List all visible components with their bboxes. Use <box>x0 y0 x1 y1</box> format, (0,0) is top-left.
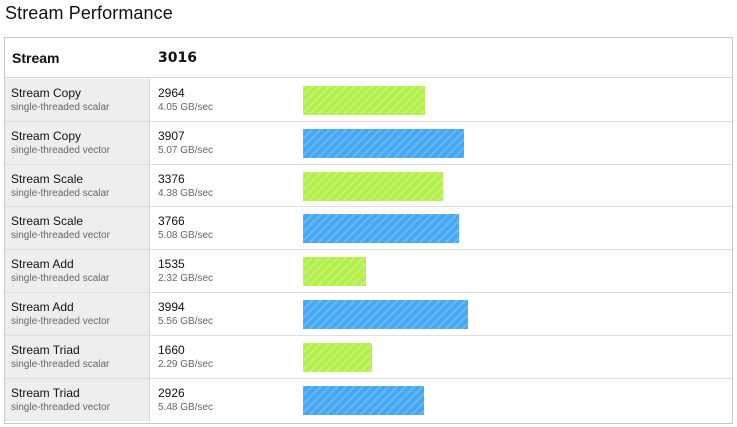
benchmark-name: Stream Scale <box>11 171 84 186</box>
benchmark-label-cell: Stream Scale single-threaded scalar <box>5 164 150 207</box>
score-bar <box>303 257 367 287</box>
benchmark-rate: 5.07 GB/sec <box>158 144 214 156</box>
benchmark-rate: 4.38 GB/sec <box>158 187 214 199</box>
benchmark-score: 1660 <box>158 342 185 357</box>
benchmark-variant: single-threaded vector <box>11 401 110 413</box>
table-row: Stream Scale single-threaded vector 3766… <box>5 207 732 251</box>
benchmark-variant: single-threaded scalar <box>11 273 110 285</box>
benchmark-rate: 2.29 GB/sec <box>158 358 214 370</box>
benchmark-name: Stream Add <box>11 257 74 272</box>
page-title: Stream Performance <box>5 3 173 23</box>
benchmark-rate: 2.32 GB/sec <box>158 273 214 285</box>
score-bar <box>303 171 443 201</box>
benchmark-variant: single-threaded scalar <box>11 358 110 370</box>
benchmark-label-cell: Stream Copy single-threaded scalar <box>5 79 150 121</box>
benchmark-score: 3994 <box>158 299 185 314</box>
header-label: Stream <box>12 50 60 66</box>
benchmark-value-cell: 2926 5.48 GB/sec <box>151 379 732 422</box>
benchmark-label-cell: Stream Triad single-threaded scalar <box>5 335 150 378</box>
benchmark-value-cell: 3376 4.38 GB/sec <box>151 165 732 207</box>
benchmark-rate: 5.48 GB/sec <box>158 401 214 413</box>
benchmark-value-cell: 1660 2.29 GB/sec <box>151 336 732 378</box>
score-bar <box>303 86 426 115</box>
table-row: Stream Copy single-threaded vector 3907 … <box>5 121 732 165</box>
benchmark-value-cell: 3766 5.08 GB/sec <box>151 207 732 249</box>
benchmark-score: 2926 <box>158 385 185 400</box>
table-row: Stream Copy single-threaded scalar 2964 … <box>5 79 732 122</box>
benchmark-label-cell: Stream Scale single-threaded vector <box>5 207 150 250</box>
benchmark-score: 3907 <box>158 128 185 143</box>
benchmark-variant: single-threaded scalar <box>11 187 110 199</box>
table-row: Stream Add single-threaded scalar 1535 2… <box>5 250 732 293</box>
benchmark-name: Stream Copy <box>11 86 82 100</box>
benchmark-value-cell: 3907 5.07 GB/sec <box>151 122 732 164</box>
benchmark-name: Stream Copy <box>11 128 82 143</box>
benchmark-value-cell: 2964 4.05 GB/sec <box>151 79 732 121</box>
header-score: 3016 <box>158 50 197 66</box>
benchmark-rate: 4.05 GB/sec <box>158 102 214 113</box>
benchmark-score: 1535 <box>158 257 185 272</box>
table-row: Stream Scale single-threaded scalar 3376… <box>5 164 732 208</box>
benchmark-label-cell: Stream Copy single-threaded vector <box>5 121 150 164</box>
benchmark-variant: single-threaded vector <box>11 230 110 242</box>
benchmark-label-cell: Stream Add single-threaded vector <box>5 292 150 335</box>
benchmark-rate: 5.56 GB/sec <box>158 315 214 327</box>
table-row: Stream Triad single-threaded scalar 1660… <box>5 335 732 379</box>
stream-performance-table: Stream 3016 Stream Copy single-threaded … <box>4 37 733 424</box>
benchmark-score: 3766 <box>158 214 185 229</box>
table-body: Stream Copy single-threaded scalar 2964 … <box>5 79 732 422</box>
benchmark-rate: 5.08 GB/sec <box>158 230 214 242</box>
score-bar <box>303 385 424 415</box>
table-header: Stream 3016 <box>5 38 732 78</box>
benchmark-label-cell: Stream Triad single-threaded vector <box>5 378 150 422</box>
benchmark-variant: single-threaded vector <box>11 315 110 327</box>
score-bar <box>303 214 459 244</box>
benchmark-score: 3376 <box>158 171 185 186</box>
benchmark-score: 2964 <box>158 86 185 100</box>
benchmark-name: Stream Triad <box>11 342 80 357</box>
score-bar <box>303 128 465 158</box>
benchmark-value-cell: 3994 5.56 GB/sec <box>151 293 732 335</box>
table-row: Stream Triad single-threaded vector 2926… <box>5 378 732 422</box>
benchmark-value-cell: 1535 2.32 GB/sec <box>151 250 732 292</box>
benchmark-name: Stream Triad <box>11 385 80 400</box>
benchmark-variant: single-threaded vector <box>11 144 110 156</box>
benchmark-variant: single-threaded scalar <box>11 102 110 113</box>
benchmark-label-cell: Stream Add single-threaded scalar <box>5 250 150 292</box>
benchmark-name: Stream Add <box>11 299 74 314</box>
benchmark-name: Stream Scale <box>11 214 84 229</box>
score-bar <box>303 299 468 329</box>
table-row: Stream Add single-threaded vector 3994 5… <box>5 292 732 336</box>
score-bar <box>303 342 372 372</box>
